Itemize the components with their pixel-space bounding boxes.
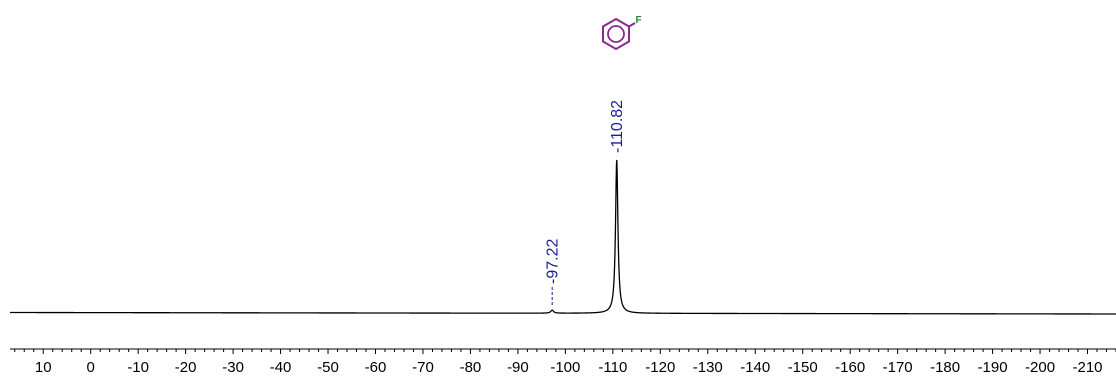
x-tick-label: -150 [788,359,818,376]
x-tick-label: -60 [365,359,387,376]
peak-label: -97.22 [545,239,562,284]
x-tick-label: -110 [598,359,627,376]
x-tick-label: -80 [460,359,482,376]
x-axis-ticks: 10 0 -10 -20 -30 -40 -50 -60 -70 -80 -90 -100 -110 -1… [14,349,1116,376]
peak-labels: -97.22 -110.82 [545,100,626,307]
x-tick-label: 10 [35,359,52,376]
x-tick-label: -90 [507,359,529,376]
x-tick-label: -20 [175,359,197,376]
x-tick-label: -30 [222,359,244,376]
benzene-ring [602,17,630,51]
aromatic-circle [607,25,625,43]
x-tick-label: -170 [883,359,913,376]
x-tick-label: -70 [412,359,434,376]
x-tick-label: -40 [270,359,292,376]
c-f-bond [628,22,636,28]
x-tick-label: -180 [930,359,960,376]
x-tick-label: -120 [645,359,675,376]
peak-label: -110.82 [609,100,626,153]
x-tick-label: 0 [87,359,95,376]
x-tick-label: -160 [835,359,865,376]
x-tick-label: -100 [550,359,580,376]
x-tick-label: -210 [1073,359,1103,376]
fluorine-atom-label: F [636,15,642,26]
spectrum-trace [10,159,1116,315]
x-tick-label: -50 [317,359,339,376]
x-tick-label: -140 [740,359,770,376]
x-tick-label: -10 [127,359,149,376]
x-tick-label: -200 [1025,359,1055,376]
x-tick-label: -190 [978,359,1008,376]
fluorobenzene-structure: F [602,15,642,51]
x-tick-label: -130 [693,359,723,376]
